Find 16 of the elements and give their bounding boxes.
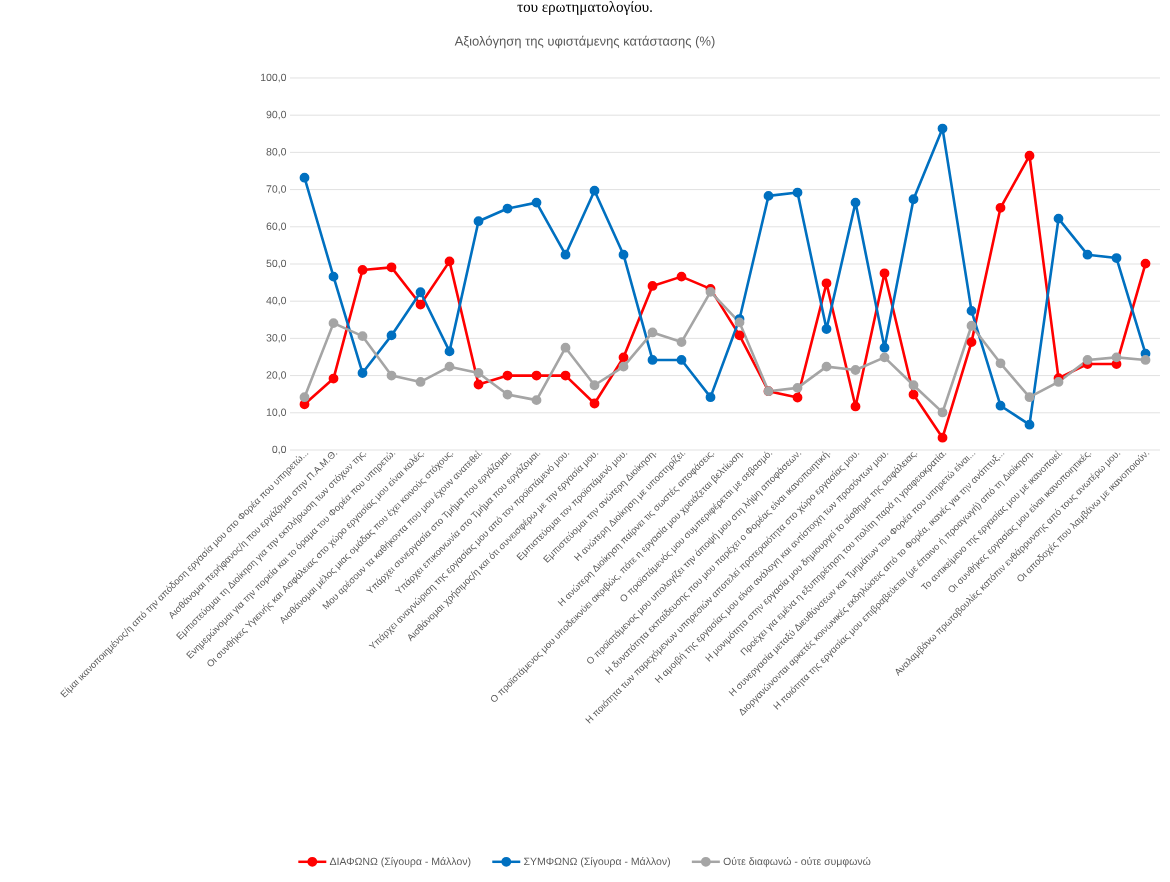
chart-title: Αξιολόγηση της υφιστάμενης κατάστασης (%) bbox=[454, 35, 715, 49]
y-tick-label: 70,0 bbox=[266, 185, 287, 194]
legend-label: Ούτε διαφωνώ - ούτε συμφωνώ bbox=[723, 857, 871, 868]
legend-label: ΣΥΜΦΩΝΩ (Σίγουρα - Μάλλον) bbox=[524, 857, 670, 868]
y-tick-label: 30,0 bbox=[266, 334, 287, 343]
y-tick-label: 90,0 bbox=[266, 110, 287, 120]
text: του ερωτηματολογίου. bbox=[517, 1, 652, 15]
legend-label: ΔΙΑΦΩΝΩ (Σίγουρα - Μάλλον) bbox=[329, 857, 471, 868]
y-tick-label: 20,0 bbox=[266, 371, 287, 380]
y-tick-label: 60,0 bbox=[266, 222, 287, 232]
y-tick-label: 50,0 bbox=[266, 259, 287, 269]
y-tick-label: 100,0 bbox=[261, 73, 287, 83]
y-tick-label: 0,0 bbox=[272, 445, 287, 455]
y-tick-label: 40,0 bbox=[266, 296, 287, 306]
y-tick-label: 80,0 bbox=[266, 148, 287, 157]
y-tick-label: 10,0 bbox=[266, 408, 287, 418]
